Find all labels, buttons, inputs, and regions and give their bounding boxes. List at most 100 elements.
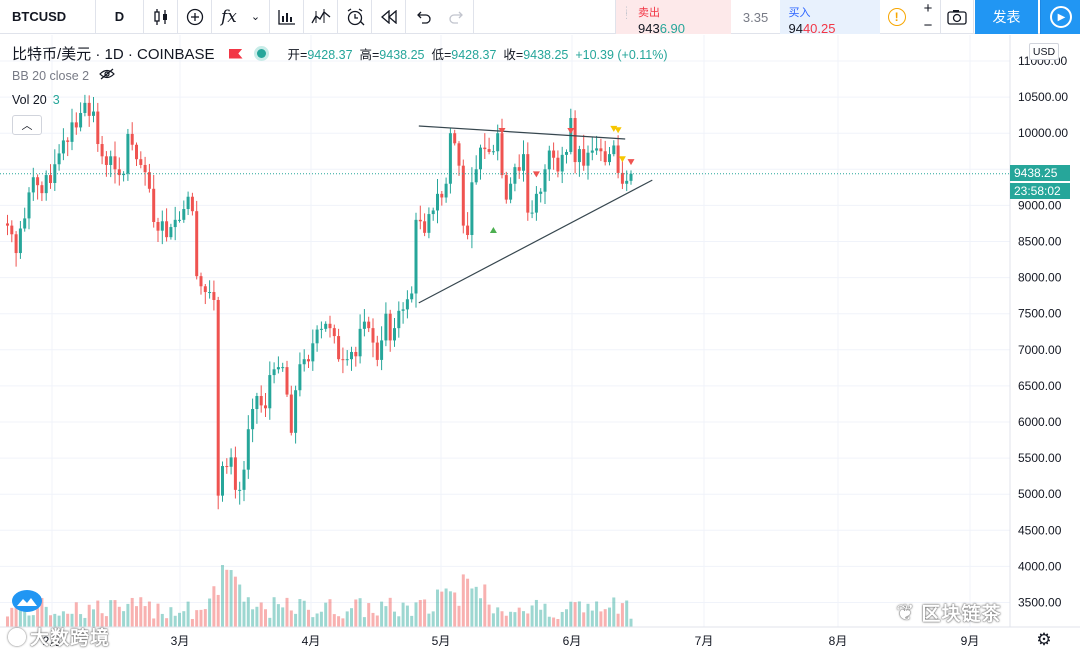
publish-button[interactable]: 发表 <box>975 0 1038 34</box>
volume-bar <box>500 611 504 627</box>
candle <box>79 102 83 132</box>
time-tick-label: 6月 <box>563 634 582 648</box>
candle <box>466 212 470 240</box>
volume-bar <box>517 607 521 627</box>
volume-bar <box>324 602 328 627</box>
volume-bar <box>556 618 560 627</box>
candle-body <box>156 222 160 231</box>
candle <box>522 140 525 182</box>
indicators-fx-icon[interactable]: fx ⌄ <box>212 0 270 34</box>
tradingview-logo[interactable] <box>12 590 42 612</box>
volume-bar <box>315 613 319 627</box>
time-tick-label: 8月 <box>829 634 848 648</box>
volume-bar <box>414 602 418 627</box>
candle-body <box>147 172 151 189</box>
volume-bar <box>57 615 61 627</box>
volume-bar <box>147 601 151 627</box>
candle <box>113 141 117 184</box>
snapshot-button[interactable] <box>940 0 974 34</box>
candle-body <box>195 211 199 277</box>
candle <box>117 157 121 186</box>
candle-body <box>255 396 259 410</box>
buy-button[interactable]: 买入 9440.25 <box>780 0 881 36</box>
candle-body <box>483 147 487 150</box>
volume-bar <box>595 601 599 627</box>
candle <box>350 346 353 371</box>
redo-icon[interactable] <box>440 0 474 34</box>
candle-body <box>534 193 538 213</box>
price-tick-label: 10500.00 <box>1018 90 1068 104</box>
flag-icon[interactable] <box>228 48 243 59</box>
volume-bar <box>70 613 74 627</box>
candle-body <box>152 188 156 223</box>
sell-button[interactable]: ⋮ ⋮ 卖出 9436.90 <box>616 0 731 36</box>
candle-body <box>307 359 310 362</box>
compare-add-icon[interactable] <box>178 0 212 34</box>
volume-bar <box>573 602 577 627</box>
candle-body <box>40 185 44 194</box>
candle-body <box>582 149 586 166</box>
drag-handle-icon[interactable]: ⋮ ⋮ <box>622 5 631 20</box>
volume-bar <box>522 611 525 627</box>
candle <box>281 362 285 372</box>
candle-body <box>345 359 349 361</box>
candle-body <box>401 309 405 311</box>
candle-body <box>294 390 298 433</box>
volume-bar <box>14 606 18 627</box>
candle <box>384 302 388 347</box>
volume-bar <box>139 597 143 627</box>
volume-bar <box>582 612 586 627</box>
volume-bar <box>44 606 48 627</box>
fullscreen-play-button[interactable]: ▶ <box>1040 0 1080 34</box>
volume-bar <box>509 611 513 627</box>
hidden-eye-icon[interactable] <box>99 68 115 83</box>
price-chart[interactable]: 11000.0010500.0010000.009500.009000.0085… <box>0 35 1080 658</box>
strategy-icon[interactable] <box>304 0 338 34</box>
symbol-search[interactable]: BTCUSD <box>0 0 96 34</box>
alert-clock-icon[interactable] <box>338 0 372 34</box>
candle <box>212 280 216 311</box>
chart-grid <box>0 35 1010 627</box>
volume-bar <box>401 602 405 627</box>
candle <box>556 150 560 178</box>
candle-body <box>375 342 379 360</box>
undo-icon[interactable] <box>406 0 440 34</box>
candle <box>577 145 581 177</box>
candle-body <box>135 144 138 160</box>
info-button[interactable]: ! <box>880 0 913 34</box>
volume-bar <box>513 612 517 627</box>
interval-button[interactable]: D <box>96 0 144 34</box>
volume-bar <box>483 584 487 627</box>
volume-bar <box>552 617 556 627</box>
candle-body <box>203 286 207 293</box>
volume-bar <box>96 600 100 627</box>
candle-body <box>246 429 250 470</box>
candle-body <box>616 145 620 173</box>
volume-bar <box>109 600 113 627</box>
minus-button[interactable]: − <box>923 17 933 34</box>
plus-button[interactable]: + <box>923 0 933 17</box>
volume-bar <box>410 615 414 627</box>
replay-icon[interactable] <box>372 0 406 34</box>
candle-style-icon[interactable] <box>144 0 178 34</box>
volume-bars <box>6 565 633 627</box>
candle <box>173 206 177 241</box>
volume-bar <box>36 597 40 627</box>
volume-bar <box>27 615 31 627</box>
candle-body <box>18 228 22 254</box>
candle-body <box>474 169 478 183</box>
candle-body <box>70 122 74 142</box>
indicator-bb[interactable]: BB 20 close 2 <box>12 68 115 83</box>
candle-body <box>448 133 452 184</box>
collapse-legend-button[interactable]: ︿ <box>12 115 42 135</box>
volume-bar <box>289 610 293 627</box>
candle <box>509 177 513 204</box>
candle-body <box>453 133 457 144</box>
layout-icon[interactable] <box>270 0 304 34</box>
indicator-vol[interactable]: Vol 20 3 <box>12 93 60 107</box>
candle <box>543 164 547 204</box>
candle <box>375 335 379 367</box>
candle <box>307 354 310 368</box>
settings-gear-icon[interactable]: ⚙ <box>1036 630 1052 649</box>
currency-badge[interactable]: USD <box>1029 43 1059 60</box>
